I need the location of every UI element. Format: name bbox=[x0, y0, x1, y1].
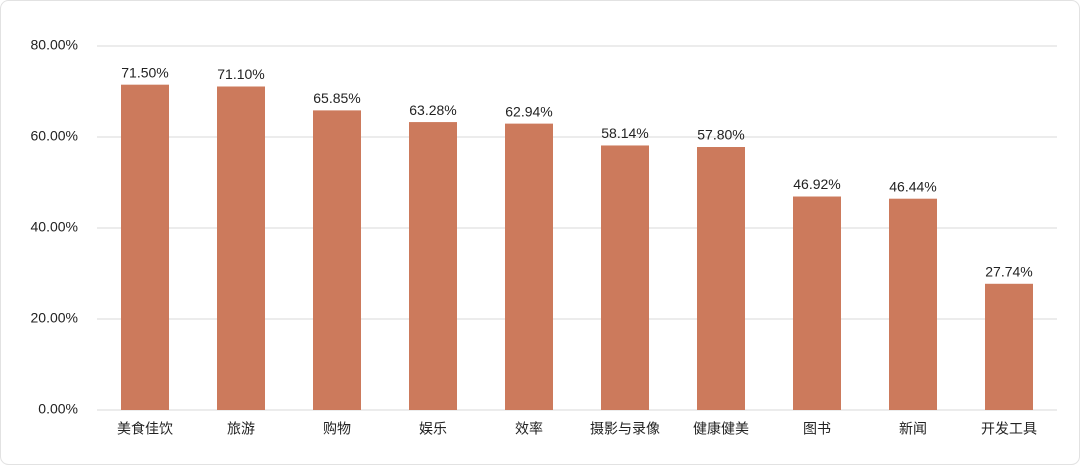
value-label: 71.50% bbox=[121, 64, 168, 80]
value-label: 57.80% bbox=[697, 127, 744, 143]
y-tick-label: 0.00% bbox=[38, 401, 78, 417]
y-tick-label: 40.00% bbox=[31, 219, 78, 235]
x-tick-label: 购物 bbox=[323, 421, 351, 437]
x-tick-label: 旅游 bbox=[227, 421, 255, 437]
value-label: 65.85% bbox=[313, 90, 360, 106]
value-label: 58.14% bbox=[601, 125, 648, 141]
x-tick-label: 健康健美 bbox=[693, 421, 749, 437]
bar bbox=[409, 122, 457, 411]
y-tick-label: 80.00% bbox=[31, 37, 78, 53]
bar bbox=[697, 147, 745, 410]
value-label: 46.92% bbox=[793, 176, 840, 192]
value-label: 71.10% bbox=[217, 66, 264, 82]
bar bbox=[121, 84, 169, 411]
bar bbox=[313, 110, 361, 410]
bar bbox=[217, 86, 265, 411]
value-label: 63.28% bbox=[409, 102, 456, 118]
bar bbox=[793, 196, 841, 410]
y-tick-label: 60.00% bbox=[31, 128, 78, 144]
bar bbox=[505, 123, 553, 411]
value-label: 62.94% bbox=[505, 103, 552, 119]
bar bbox=[889, 198, 937, 410]
x-tick-label: 效率 bbox=[515, 421, 543, 437]
x-tick-label: 图书 bbox=[803, 421, 831, 437]
bar bbox=[985, 283, 1033, 410]
value-label: 46.44% bbox=[889, 178, 936, 194]
y-tick-label: 20.00% bbox=[31, 310, 78, 326]
x-tick-label: 摄影与录像 bbox=[590, 421, 660, 437]
x-tick-label: 新闻 bbox=[899, 421, 927, 437]
x-tick-label: 开发工具 bbox=[981, 421, 1037, 437]
bar bbox=[601, 145, 649, 410]
x-tick-label: 美食佳饮 bbox=[117, 421, 173, 437]
value-label: 27.74% bbox=[985, 263, 1032, 279]
x-tick-label: 娱乐 bbox=[419, 421, 447, 437]
